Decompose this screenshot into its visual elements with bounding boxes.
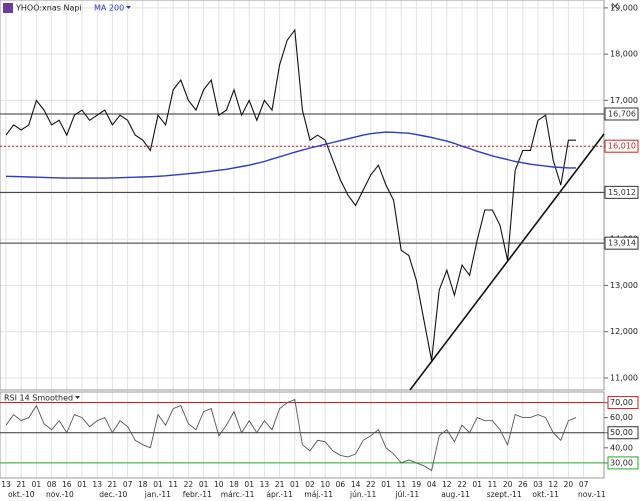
x-tick-label: 22 bbox=[366, 480, 376, 489]
x-tick-label: 06 bbox=[336, 480, 346, 489]
x-tick-label: 03 bbox=[533, 480, 543, 489]
x-tick-label: 21 bbox=[108, 480, 118, 489]
x-tick-label: 01 bbox=[381, 480, 391, 489]
trend-line bbox=[409, 133, 605, 391]
month-label: szept.-11 bbox=[487, 490, 522, 499]
ma-line bbox=[5, 131, 576, 179]
x-tick-label: 04 bbox=[427, 480, 437, 489]
y-tick-label: 40,00 bbox=[610, 443, 633, 452]
month-label: okt.-10 bbox=[8, 490, 35, 499]
x-tick-label: 11 bbox=[168, 480, 178, 489]
x-tick-label: 08 bbox=[47, 480, 57, 489]
x-tick-label: 12 bbox=[548, 480, 558, 489]
x-tick-label: 01 bbox=[244, 480, 254, 489]
x-tick-label: 12 bbox=[442, 480, 452, 489]
x-tick-label: 19 bbox=[412, 480, 422, 489]
dropdown-arrow[interactable] bbox=[75, 396, 80, 399]
y-tick-label: 50,00 bbox=[610, 428, 633, 437]
x-tick-label: 01 bbox=[290, 480, 300, 489]
legend-price: YHOO:xnas Napi bbox=[15, 4, 82, 13]
x-tick-label: 22 bbox=[184, 480, 194, 489]
x-tick-label: 26 bbox=[518, 480, 528, 489]
x-tick-label: 13 bbox=[1, 480, 11, 489]
dropdown-arrow[interactable] bbox=[126, 6, 131, 9]
x-tick-label: 18 bbox=[138, 480, 148, 489]
level-box bbox=[604, 107, 639, 121]
month-label: aug.-11 bbox=[441, 490, 470, 499]
legend-ma: MA 200 bbox=[94, 4, 124, 13]
level-label: 16,010 bbox=[608, 142, 636, 151]
x-tick-label: 21 bbox=[16, 480, 26, 489]
month-label: márc.-11 bbox=[221, 490, 255, 499]
x-tick-label: 21 bbox=[275, 480, 285, 489]
x-tick-label: 01 bbox=[199, 480, 209, 489]
y-tick-label: 19,000 bbox=[610, 3, 638, 12]
month-label: dec.-10 bbox=[99, 490, 127, 499]
rsi-frame bbox=[0, 391, 605, 479]
month-label: máj.-11 bbox=[304, 490, 333, 499]
x-tick-label: 13 bbox=[92, 480, 102, 489]
month-label: júl.-11 bbox=[395, 490, 420, 499]
y-tick-label: 60,00 bbox=[610, 413, 633, 422]
x-tick-label: 18 bbox=[229, 480, 239, 489]
month-label: nov.-11 bbox=[578, 490, 606, 499]
level-label: 13,914 bbox=[608, 239, 636, 248]
x-tick-label: 01 bbox=[32, 480, 42, 489]
x-tick-label: 10 bbox=[320, 480, 330, 489]
x-tick-label: 07 bbox=[123, 480, 133, 489]
price-line bbox=[5, 28, 576, 361]
month-label: okt.-11 bbox=[532, 490, 559, 499]
y-tick-label: 30,00 bbox=[610, 458, 633, 467]
y-tick-label: 70,00 bbox=[610, 398, 633, 407]
level-label: 15,012 bbox=[608, 188, 636, 197]
x-tick-label: 01 bbox=[472, 480, 482, 489]
month-label: jan.-11 bbox=[144, 490, 171, 499]
y-tick-label: 18,000 bbox=[610, 50, 638, 59]
level-box bbox=[604, 236, 639, 250]
symbol-icon bbox=[3, 3, 13, 13]
level-label: 16,706 bbox=[608, 109, 636, 118]
y-tick-label: 11,000 bbox=[610, 373, 638, 382]
level-box bbox=[604, 139, 639, 153]
rsi-line bbox=[5, 398, 577, 472]
x-tick-label: 01 bbox=[153, 480, 163, 489]
level-box bbox=[604, 185, 639, 199]
x-tick-label: 16 bbox=[62, 480, 72, 489]
x-tick-label: 22 bbox=[457, 480, 467, 489]
rsi-level-box bbox=[607, 396, 639, 410]
month-label: nov.-10 bbox=[46, 490, 74, 499]
x-tick-label: 14 bbox=[351, 480, 361, 489]
y-tick-label: 17,000 bbox=[610, 96, 638, 105]
x-tick-label: 11 bbox=[488, 480, 498, 489]
price-frame bbox=[0, 0, 605, 391]
y-tick-label: 12,000 bbox=[610, 327, 638, 336]
x-tick-label: 02 bbox=[305, 480, 315, 489]
y-tick-label: 13,000 bbox=[610, 281, 638, 290]
rsi-level-box bbox=[607, 426, 639, 440]
x-tick-label: 13 bbox=[260, 480, 270, 489]
x-tick-label: 01 bbox=[77, 480, 87, 489]
month-label: jún.-11 bbox=[349, 490, 376, 499]
rsi-level-box bbox=[607, 456, 639, 470]
x-tick-label: 11 bbox=[396, 480, 406, 489]
month-label: febr.-11 bbox=[183, 490, 212, 499]
x-tick-label: 20 bbox=[503, 480, 513, 489]
rsi-title: RSI 14 Smoothed bbox=[4, 394, 73, 403]
month-label: ápr.-11 bbox=[266, 490, 293, 499]
x-tick-label: 20 bbox=[564, 480, 574, 489]
x-tick-label: 07 bbox=[579, 480, 589, 489]
close-icon[interactable] bbox=[611, 2, 619, 10]
x-tick-label: 10 bbox=[214, 480, 224, 489]
grid-group bbox=[0, 0, 604, 478]
